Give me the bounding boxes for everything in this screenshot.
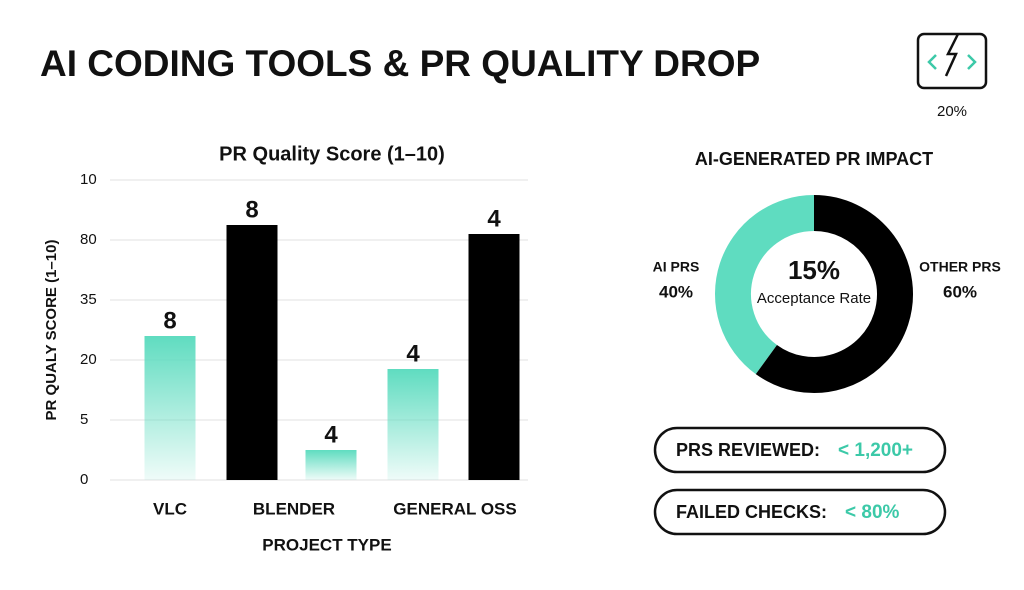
bar (387, 369, 439, 480)
chart-title: PR Quality Score (1–10) (219, 143, 445, 165)
badge-label: 20% (937, 103, 967, 120)
stat-label: PRS REVIEWED: (676, 440, 820, 460)
y-tick-label: 20 (80, 351, 97, 368)
bar-label: 8 (163, 307, 176, 334)
bar (226, 225, 278, 480)
badge-icon (916, 32, 988, 90)
value-label: 60% (943, 282, 977, 301)
x-tick-label: GENERAL OSS (393, 499, 516, 518)
bar-label: 4 (406, 340, 420, 367)
stat-value: < 1,200+ (838, 440, 913, 461)
stat-pill: PRS REVIEWED: < 1,200+ (653, 426, 947, 474)
page-title: AI CODING TOOLS & PR QUALITY DROP (40, 43, 760, 84)
x-axis-title: PROJECT TYPE (262, 535, 391, 554)
bar (144, 336, 196, 480)
y-tick-label: 0 (80, 471, 88, 488)
y-tick-label: 80 (80, 231, 97, 248)
x-tick-label: VLC (153, 499, 187, 518)
stat-value: < 80% (845, 502, 900, 523)
donut-slice (715, 195, 815, 375)
y-tick-label: 35 (80, 291, 97, 308)
stat-label: FAILED CHECKS: (676, 502, 827, 522)
stat-pill: FAILED CHECKS: < 80% (653, 488, 947, 536)
y-tick-label: 5 (80, 411, 88, 428)
bar-label: 8 (245, 196, 258, 223)
bar-label: 4 (487, 205, 501, 232)
value-label: 40% (659, 282, 693, 301)
center-label-box: Acceptance Rate (756, 290, 872, 307)
x-tick-label: BLENDER (253, 499, 335, 518)
legend-label: AI PRS (653, 259, 700, 275)
y-tick-label: 10 (80, 171, 97, 188)
center-label: Acceptance Rate (756, 290, 872, 307)
y-axis-title: PR QUALY SCORE (1–10) (43, 240, 60, 421)
legend-label: OTHER PRS (919, 259, 1001, 275)
bar (305, 450, 357, 480)
donut-slice (755, 195, 913, 393)
bar (468, 234, 520, 480)
bar-label: 4 (324, 421, 338, 448)
pie-title: AI-GENERATED PR IMPACT (695, 149, 933, 169)
center-value: 15% (788, 255, 840, 285)
